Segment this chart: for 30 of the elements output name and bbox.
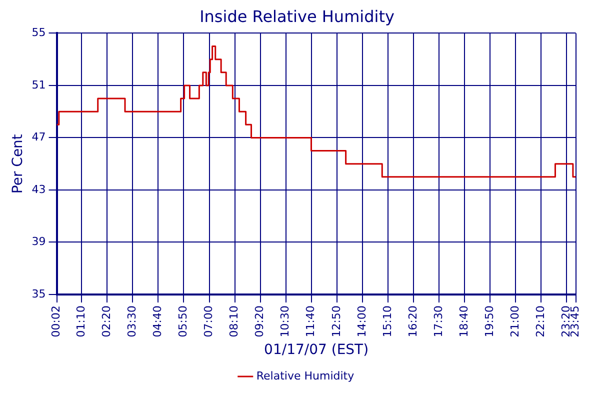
y-axis-title: Per Cent [10, 134, 26, 194]
y-tick-label: 51 [32, 78, 46, 92]
y-tick-label: 35 [32, 287, 46, 300]
x-tick-label: 07:00 [202, 306, 216, 338]
y-tick-label: 55 [32, 26, 46, 40]
x-axis-title: 01/17/07 (EST) [264, 342, 369, 358]
x-tick-label: 02:20 [100, 306, 113, 338]
x-tick-label: 14:00 [355, 306, 368, 338]
x-tick-label: 03:30 [126, 306, 139, 338]
x-tick-label: 01:10 [74, 306, 88, 338]
x-tick-label: 22:10 [534, 306, 548, 338]
y-tick-label: 39 [32, 235, 46, 248]
legend-label: Relative Humidity [256, 369, 355, 382]
y-tick-label: 43 [32, 182, 46, 196]
x-tick-label: 17:30 [432, 306, 445, 338]
x-tick-label: 05:50 [176, 306, 190, 338]
x-tick-label: 16:20 [406, 306, 420, 338]
x-tick-label: 09:20 [253, 306, 266, 338]
x-tick-label: 00:02 [50, 306, 63, 338]
chart-title: Inside Relative Humidity [200, 6, 394, 26]
x-tick-label: 10:30 [278, 306, 292, 338]
x-tick-label: 15:10 [380, 306, 394, 338]
x-tick-label: 04:40 [151, 306, 164, 338]
x-tick-label: 12:50 [330, 306, 343, 338]
y-tick-label: 47 [32, 130, 46, 144]
x-tick-label: 11:40 [304, 306, 318, 338]
x-tick-label: 21:00 [508, 306, 522, 338]
x-tick-label: 19:50 [482, 306, 496, 338]
x-tick-label: 08:10 [228, 306, 241, 338]
x-tick-label: 18:40 [457, 306, 470, 338]
